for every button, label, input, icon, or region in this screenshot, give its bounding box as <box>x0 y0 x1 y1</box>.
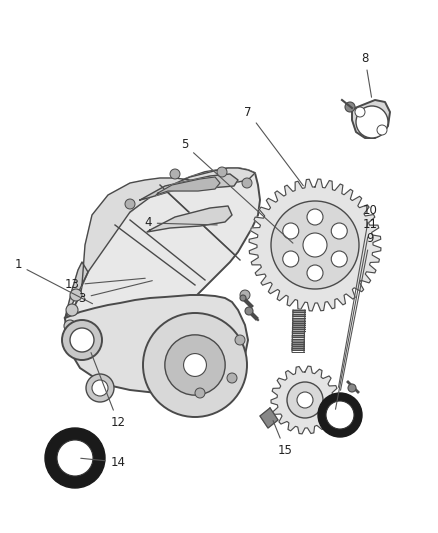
Circle shape <box>307 265 323 281</box>
Text: 5: 5 <box>181 139 293 243</box>
Polygon shape <box>271 366 339 434</box>
Polygon shape <box>156 177 220 195</box>
Text: 13: 13 <box>64 278 145 292</box>
Circle shape <box>86 374 114 402</box>
Polygon shape <box>293 310 305 312</box>
Polygon shape <box>65 168 260 340</box>
Circle shape <box>348 384 356 392</box>
Text: 12: 12 <box>91 353 126 429</box>
Circle shape <box>64 320 76 332</box>
Circle shape <box>287 382 323 418</box>
Polygon shape <box>292 335 304 337</box>
Polygon shape <box>293 322 305 325</box>
Circle shape <box>318 393 362 437</box>
Circle shape <box>271 201 359 289</box>
Polygon shape <box>65 262 88 318</box>
Polygon shape <box>292 344 304 346</box>
Circle shape <box>70 328 94 352</box>
Circle shape <box>283 223 299 239</box>
Text: 4: 4 <box>144 216 217 230</box>
Circle shape <box>355 107 365 117</box>
Circle shape <box>195 388 205 398</box>
Circle shape <box>345 102 355 112</box>
Circle shape <box>326 401 354 429</box>
Circle shape <box>235 335 245 345</box>
Circle shape <box>143 313 247 417</box>
Circle shape <box>240 290 250 300</box>
Polygon shape <box>82 168 255 285</box>
Circle shape <box>227 373 237 383</box>
Text: 7: 7 <box>244 106 304 186</box>
Circle shape <box>62 320 102 360</box>
Circle shape <box>240 295 246 301</box>
Text: 10: 10 <box>339 204 378 387</box>
Circle shape <box>331 251 347 267</box>
Polygon shape <box>292 348 304 350</box>
Circle shape <box>245 307 253 315</box>
Circle shape <box>297 392 313 408</box>
Circle shape <box>92 380 108 396</box>
Text: 9: 9 <box>340 231 374 390</box>
Circle shape <box>377 125 387 135</box>
Circle shape <box>331 223 347 239</box>
Text: 15: 15 <box>273 421 293 456</box>
Polygon shape <box>140 174 238 200</box>
Text: 8: 8 <box>361 52 371 97</box>
Circle shape <box>356 106 388 138</box>
Circle shape <box>125 199 135 209</box>
Polygon shape <box>292 340 304 342</box>
Polygon shape <box>147 206 232 232</box>
Circle shape <box>67 334 79 346</box>
Text: 11: 11 <box>336 219 378 409</box>
Polygon shape <box>293 327 304 329</box>
Circle shape <box>66 304 78 316</box>
Circle shape <box>57 440 93 476</box>
Circle shape <box>283 251 299 267</box>
Text: 3: 3 <box>78 281 152 304</box>
Polygon shape <box>65 295 248 394</box>
Text: 14: 14 <box>81 456 126 469</box>
Circle shape <box>70 289 82 301</box>
Text: 1: 1 <box>14 259 92 304</box>
Polygon shape <box>260 408 278 428</box>
Circle shape <box>242 178 252 188</box>
Circle shape <box>165 335 225 395</box>
Circle shape <box>307 209 323 225</box>
Polygon shape <box>293 318 305 320</box>
Polygon shape <box>352 100 390 138</box>
Polygon shape <box>249 179 381 311</box>
Polygon shape <box>293 314 305 316</box>
Circle shape <box>45 428 105 488</box>
Circle shape <box>303 233 327 257</box>
Polygon shape <box>293 331 304 333</box>
Circle shape <box>170 169 180 179</box>
Circle shape <box>184 353 206 376</box>
Circle shape <box>217 167 227 177</box>
